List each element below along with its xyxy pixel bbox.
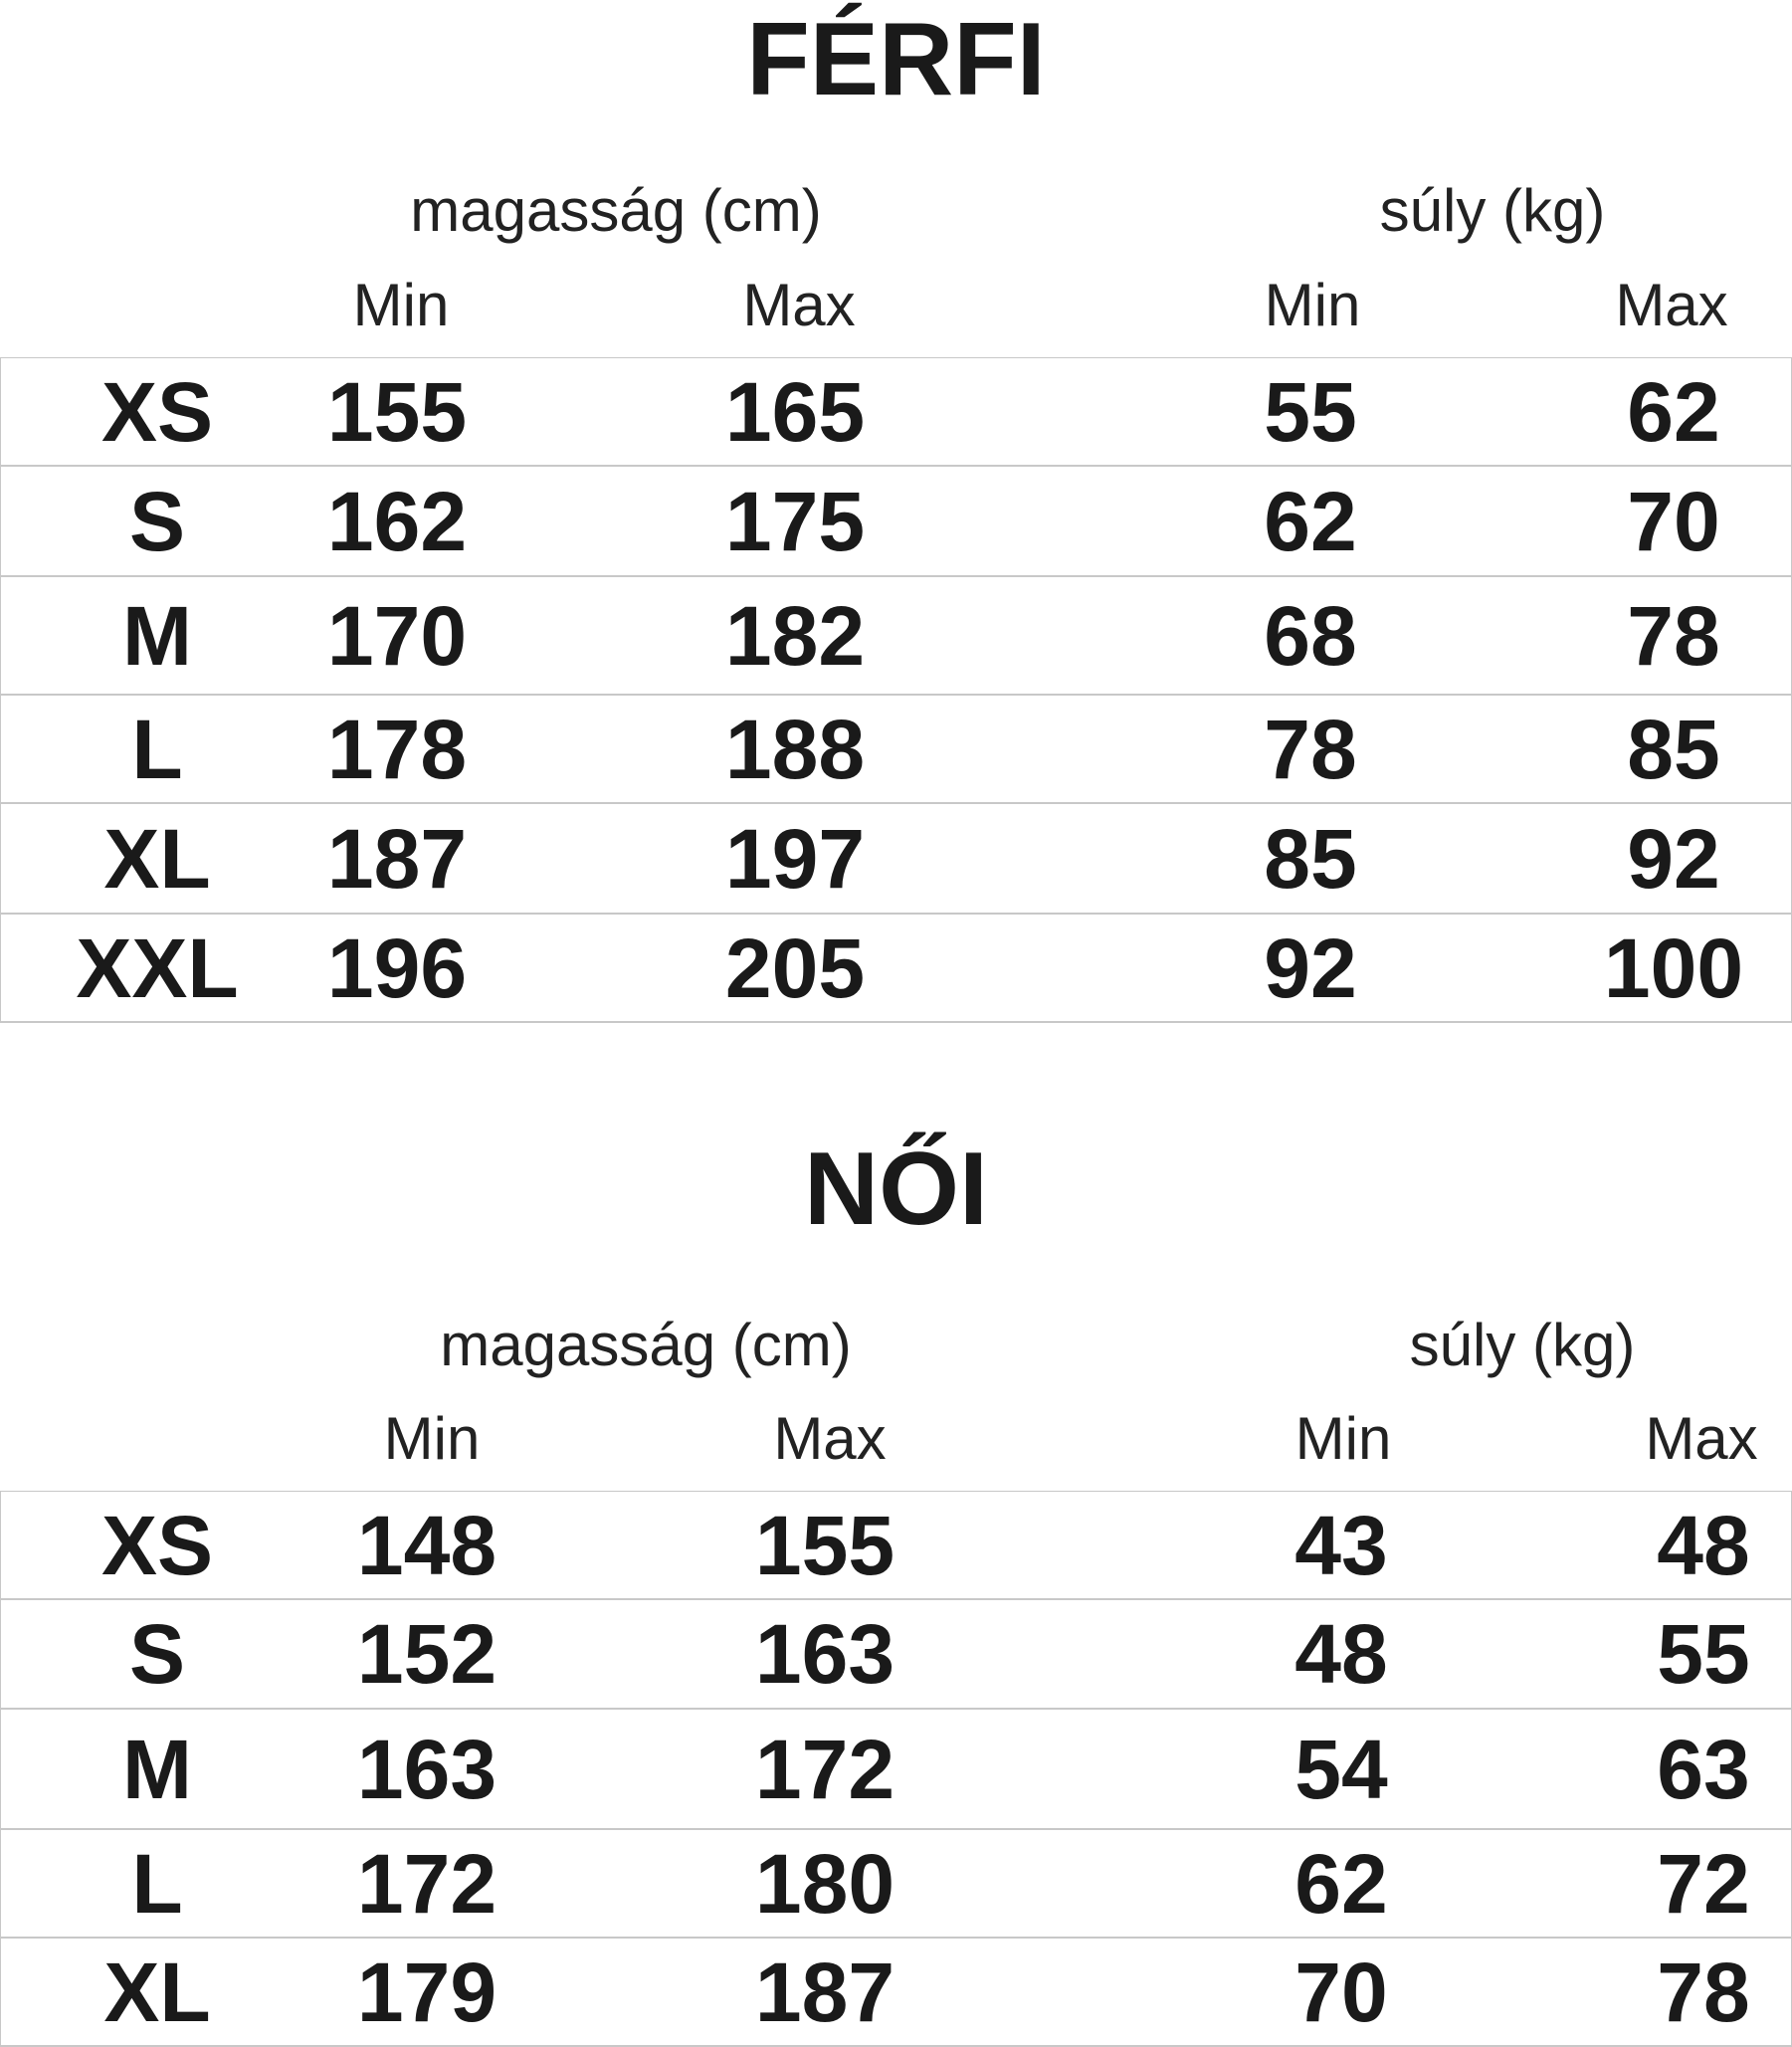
- table-cell: 78: [1264, 702, 1357, 796]
- size-table: XS 155 165 55 62 S 162 175 62 70 M 170 182 68 78 L 178 18…: [0, 357, 1792, 1023]
- size-label: XL: [103, 1945, 211, 2039]
- table-cell: 62: [1627, 364, 1720, 459]
- table-cell: 62: [1294, 1836, 1388, 1931]
- table-cell: 196: [326, 921, 468, 1015]
- table-cell: 175: [724, 474, 866, 568]
- weight-group-header: súly (kg): [1409, 1312, 1636, 1378]
- table-cell: 155: [754, 1498, 896, 1592]
- column-header: Max: [742, 272, 856, 338]
- column-header: Max: [1645, 1405, 1758, 1472]
- size-label: XL: [103, 811, 211, 906]
- size-label: M: [122, 588, 192, 683]
- table-cell: 172: [356, 1836, 498, 1931]
- table-cell: 48: [1294, 1607, 1388, 1701]
- table-row: S 152 163 48 55: [1, 1600, 1791, 1710]
- table-cell: 70: [1627, 474, 1720, 568]
- table-cell: 205: [724, 921, 866, 1015]
- table-cell: 62: [1264, 474, 1357, 568]
- size-label: M: [122, 1722, 192, 1816]
- table-row: L 178 188 78 85: [1, 696, 1791, 804]
- table-cell: 178: [326, 702, 468, 796]
- size-label: L: [131, 1836, 183, 1931]
- table-cell: 63: [1657, 1722, 1750, 1816]
- column-header: Min: [383, 1405, 481, 1472]
- table-cell: 182: [724, 588, 866, 683]
- height-group-header: magasság (cm): [410, 177, 822, 244]
- table-row: M 163 172 54 63: [1, 1710, 1791, 1830]
- weight-group-header: súly (kg): [1379, 177, 1606, 244]
- size-label: XS: [100, 1498, 214, 1592]
- table-row: XS 155 165 55 62: [1, 358, 1791, 467]
- table-row: M 170 182 68 78: [1, 577, 1791, 696]
- table-cell: 172: [754, 1722, 896, 1816]
- table-row: XL 187 197 85 92: [1, 804, 1791, 915]
- table-cell: 187: [754, 1945, 896, 2039]
- size-label: XS: [100, 364, 214, 459]
- table-cell: 179: [356, 1945, 498, 2039]
- table-cell: 163: [754, 1607, 896, 1701]
- table-row: L 172 180 62 72: [1, 1830, 1791, 1939]
- section-title: FÉRFI: [746, 2, 1046, 117]
- table-cell: 188: [724, 702, 866, 796]
- section-title: NŐI: [804, 1131, 988, 1247]
- table-cell: 155: [326, 364, 468, 459]
- table-cell: 68: [1264, 588, 1357, 683]
- table-cell: 170: [326, 588, 468, 683]
- table-cell: 55: [1657, 1607, 1750, 1701]
- table-row: S 162 175 62 70: [1, 467, 1791, 577]
- column-header: Max: [773, 1405, 887, 1472]
- column-header: Min: [352, 272, 450, 338]
- table-cell: 162: [326, 474, 468, 568]
- size-label: S: [128, 474, 186, 568]
- table-cell: 148: [356, 1498, 498, 1592]
- table-cell: 43: [1294, 1498, 1388, 1592]
- table-cell: 165: [724, 364, 866, 459]
- table-row: XXL 196 205 92 100: [1, 915, 1791, 1023]
- table-cell: 92: [1264, 921, 1357, 1015]
- table-cell: 92: [1627, 811, 1720, 906]
- size-label: S: [128, 1607, 186, 1701]
- column-header: Min: [1294, 1405, 1392, 1472]
- table-cell: 100: [1603, 921, 1744, 1015]
- table-cell: 152: [356, 1607, 498, 1701]
- column-header: Max: [1615, 272, 1728, 338]
- table-cell: 70: [1294, 1945, 1388, 2039]
- height-group-header: magasság (cm): [440, 1312, 852, 1378]
- table-cell: 180: [754, 1836, 896, 1931]
- table-cell: 85: [1627, 702, 1720, 796]
- size-label: L: [131, 702, 183, 796]
- table-cell: 197: [724, 811, 866, 906]
- table-cell: 72: [1657, 1836, 1750, 1931]
- table-cell: 54: [1294, 1722, 1388, 1816]
- size-table: XS 148 155 43 48 S 152 163 48 55 M 163 172 54 63 L 172 18…: [0, 1491, 1792, 2047]
- table-cell: 48: [1657, 1498, 1750, 1592]
- table-row: XL 179 187 70 78: [1, 1939, 1791, 2047]
- table-cell: 85: [1264, 811, 1357, 906]
- table-row: XS 148 155 43 48: [1, 1492, 1791, 1600]
- table-cell: 187: [326, 811, 468, 906]
- table-cell: 78: [1627, 588, 1720, 683]
- table-cell: 163: [356, 1722, 498, 1816]
- size-label: XXL: [76, 921, 239, 1015]
- column-header: Min: [1264, 272, 1361, 338]
- table-cell: 55: [1264, 364, 1357, 459]
- table-cell: 78: [1657, 1945, 1750, 2039]
